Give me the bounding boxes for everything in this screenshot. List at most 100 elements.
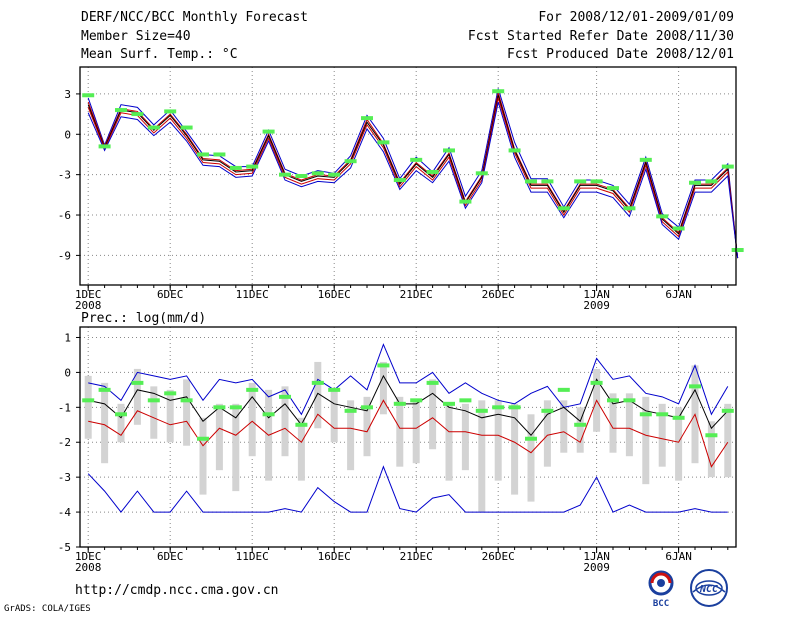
- forecast-period: For 2008/12/01-2009/01/09: [538, 10, 734, 25]
- y-tick-label: -3: [58, 169, 71, 182]
- observation-marker: [311, 380, 324, 385]
- observation-marker: [459, 398, 472, 403]
- spread-bar: [281, 386, 289, 457]
- observation-marker: [541, 179, 554, 184]
- observation-marker: [689, 180, 701, 185]
- observation-marker: [197, 152, 209, 157]
- y-tick-label: 1: [64, 331, 71, 344]
- observation-marker: [180, 125, 193, 130]
- observation-marker: [115, 108, 127, 113]
- plot-frame: [79, 326, 737, 548]
- observation-marker: [164, 109, 177, 114]
- spread-bar: [560, 400, 568, 453]
- chart-title: DERF/NCC/BCC Monthly Forecast: [81, 10, 308, 25]
- forecast-produced-date: Fcst Produced Date 2008/12/01: [507, 47, 734, 62]
- observation-marker: [393, 178, 406, 183]
- observation-marker: [492, 405, 505, 410]
- y-tick-label: -5: [58, 541, 71, 554]
- series-line-upper: [87, 92, 739, 259]
- observation-marker: [377, 140, 390, 145]
- observation-marker: [557, 206, 570, 211]
- observation-marker: [656, 412, 669, 417]
- observation-marker: [623, 398, 636, 403]
- x-tick-year-label: 2008: [75, 299, 102, 312]
- observation-marker: [279, 172, 291, 177]
- observation-marker: [164, 391, 177, 396]
- spread-bar: [330, 389, 338, 443]
- spread-bar: [543, 400, 551, 467]
- spread-bar: [166, 389, 174, 443]
- observation-marker: [443, 148, 455, 153]
- observation-marker: [721, 408, 734, 413]
- observation-marker: [262, 412, 275, 417]
- spread-bar: [101, 382, 109, 464]
- series-line-max: [88, 343, 729, 416]
- observation-marker: [475, 408, 488, 413]
- observation-marker: [639, 157, 652, 162]
- spread-bar: [347, 400, 355, 471]
- observation-marker: [656, 214, 669, 219]
- spread-bar: [527, 414, 535, 502]
- spread-bar: [445, 403, 453, 481]
- series-line-min: [87, 465, 728, 513]
- observation-marker: [590, 179, 603, 184]
- observation-marker: [705, 433, 718, 438]
- series-line-mean: [87, 95, 739, 259]
- observation-marker: [443, 401, 455, 406]
- observation-marker: [344, 159, 357, 164]
- observation-marker: [410, 157, 423, 162]
- x-tick-label: 6JAN: [665, 288, 692, 301]
- spread-bar: [183, 379, 191, 446]
- spread-bar: [199, 417, 207, 495]
- observation-marker: [689, 384, 701, 389]
- spread-bar: [133, 368, 141, 425]
- observation-marker: [492, 89, 505, 94]
- observation-marker: [574, 179, 587, 184]
- observation-marker: [361, 116, 373, 121]
- observation-marker: [426, 169, 439, 174]
- y-tick-label: -3: [58, 471, 71, 484]
- x-tick-label: 1JAN: [583, 550, 610, 563]
- observation-marker: [131, 380, 144, 385]
- observation-marker: [98, 387, 111, 392]
- observation-marker: [639, 412, 652, 417]
- observation-marker: [508, 148, 521, 153]
- observation-marker: [295, 174, 308, 178]
- spread-bar: [297, 417, 305, 481]
- x-tick-year-label: 2009: [583, 299, 610, 312]
- spread-bar: [658, 403, 666, 467]
- observation-marker: [328, 172, 341, 177]
- grads-credit: GrADS: COLA/IGES: [4, 604, 91, 614]
- observation-marker: [426, 380, 439, 385]
- x-tick-label: 26DEC: [482, 550, 515, 563]
- observation-marker: [344, 408, 357, 413]
- x-tick-label: 16DEC: [318, 550, 351, 563]
- source-url: http://cmdp.ncc.cma.gov.cn: [75, 583, 279, 598]
- ncc-logo-text: NCC: [699, 584, 718, 595]
- observation-marker: [410, 398, 423, 403]
- y-tick-label: 0: [64, 128, 71, 141]
- observation-marker: [82, 93, 95, 98]
- observation-marker: [672, 226, 685, 231]
- observation-marker: [541, 408, 554, 413]
- variable-label: Mean Surf. Temp.: °C: [81, 47, 238, 62]
- spread-bar: [412, 400, 420, 464]
- observation-marker: [311, 171, 324, 176]
- observation-marker: [672, 415, 685, 420]
- observation-marker: [574, 422, 587, 427]
- spread-bar: [215, 403, 223, 471]
- x-tick-label: 6JAN: [665, 550, 692, 563]
- observation-marker: [246, 164, 259, 169]
- x-tick-label: 1DEC: [75, 550, 102, 563]
- observation-marker: [525, 436, 537, 441]
- observation-marker: [623, 206, 636, 211]
- bcc-logo: BCC: [648, 570, 674, 608]
- observation-marker: [279, 394, 291, 399]
- spread-bar: [396, 396, 404, 467]
- observation-marker: [721, 164, 734, 169]
- y-tick-label: 0: [64, 366, 71, 379]
- forecast-started-date: Fcst Started Refer Date 2008/11/30: [467, 29, 734, 44]
- observation-marker: [197, 436, 209, 441]
- spread-bar: [625, 393, 633, 457]
- plot-frame: [79, 66, 737, 286]
